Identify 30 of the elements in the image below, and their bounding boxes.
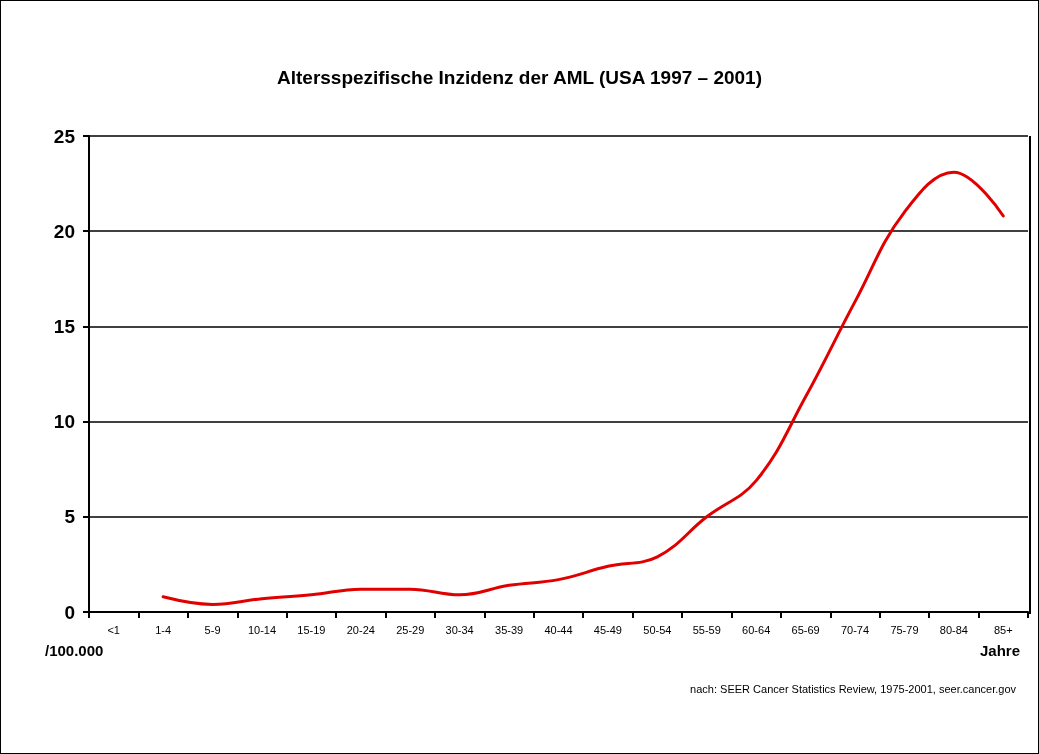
x-tick-label: 85+ bbox=[993, 623, 1013, 636]
y-tick-label: 5 bbox=[64, 506, 76, 528]
x-tick-label: 20-24 bbox=[346, 623, 375, 636]
x-axis-title: Jahre bbox=[979, 642, 1020, 659]
x-tick-label: 75-79 bbox=[890, 623, 919, 636]
x-tick-label: 40-44 bbox=[544, 623, 573, 636]
x-tick-label: <1 bbox=[107, 623, 120, 636]
x-tick-label: 65-69 bbox=[791, 623, 820, 636]
x-tick-label: 45-49 bbox=[593, 623, 622, 636]
y-tick-label: 15 bbox=[53, 315, 76, 337]
x-tick-label: 70-74 bbox=[840, 623, 870, 636]
text: nach: SEER Cancer Statistics Review, 1975-2001, seer.cancer.gov bbox=[690, 682, 1017, 695]
y-tick-label: 10 bbox=[53, 411, 75, 433]
y-tick-label: 20 bbox=[53, 220, 75, 242]
line-series bbox=[161, 170, 1005, 606]
y-axis-title: /100.000 bbox=[45, 642, 104, 659]
x-tick-label: 5-9 bbox=[204, 623, 221, 636]
x-tick-label: 80-84 bbox=[939, 623, 968, 636]
y-tick-label: 0 bbox=[64, 601, 75, 623]
x-tick-label: 60-64 bbox=[742, 623, 771, 636]
x-tick-label: 55-59 bbox=[692, 623, 721, 636]
y-tick-label: 25 bbox=[53, 125, 76, 147]
chart-title: Altersspezifische Inzidenz der AML (USA 1997 – 2001) bbox=[276, 67, 763, 88]
x-tick-label: 50-54 bbox=[643, 623, 672, 636]
x-tick-label: 15-19 bbox=[297, 623, 326, 636]
x-tick-label: 10-14 bbox=[247, 623, 277, 636]
x-tick-label: 1-4 bbox=[155, 623, 172, 636]
x-tick-label: 25-29 bbox=[396, 623, 425, 636]
x-tick-label: 35-39 bbox=[495, 623, 524, 636]
x-tick-label: 30-34 bbox=[445, 623, 474, 636]
